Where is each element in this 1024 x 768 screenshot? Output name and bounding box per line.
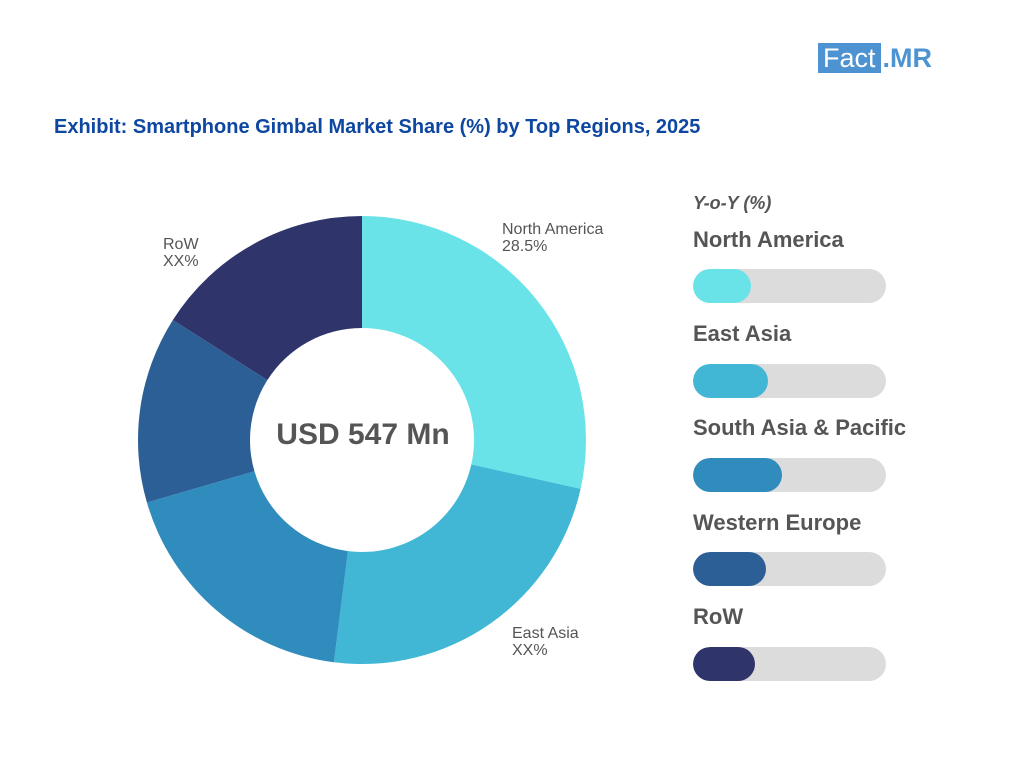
donut-slice-north-america [362, 216, 586, 489]
slice-label-value: XX% [163, 253, 199, 270]
donut-center-total: USD 547 Mn [276, 418, 450, 451]
slice-label-north-america: North America 28.5% [502, 221, 603, 255]
slice-label-name: North America [502, 221, 604, 238]
yoy-bar-fill [693, 552, 767, 586]
yoy-bar-fill [693, 458, 782, 492]
yoy-bar-track [693, 364, 886, 398]
factmr-logo: Fact .MR [818, 43, 932, 73]
chart-title: Exhibit: Smartphone Gimbal Market Share … [54, 116, 701, 138]
yoy-item-name: North America [693, 227, 844, 252]
slice-label-value: 28.5% [502, 238, 548, 255]
yoy-bar-track [693, 647, 886, 681]
yoy-bar-track [693, 269, 886, 303]
yoy-bar-fill [693, 269, 751, 303]
yoy-item-north-america: North America [693, 227, 933, 303]
slice-label-name: East Asia [512, 625, 579, 642]
yoy-item-name: RoW [693, 604, 744, 629]
yoy-item-name: South Asia & Pacific [693, 415, 907, 440]
yoy-item-name: East Asia [693, 321, 792, 346]
donut-slice-south-asia-pacific [146, 471, 348, 663]
donut-slice-row [172, 215, 362, 380]
slice-label-row: RoW XX% [163, 236, 199, 270]
yoy-bar-fill [693, 647, 755, 681]
donut-slice-western-europe [137, 319, 268, 503]
yoy-item-western-europe: Western Europe [693, 510, 933, 586]
yoy-header: Y-o-Y (%) [693, 193, 772, 213]
yoy-item-row: RoW [693, 604, 933, 681]
yoy-item-east-asia: East Asia [693, 321, 933, 398]
yoy-bar-fill [693, 364, 769, 398]
yoy-bar-track [693, 458, 886, 492]
slice-label-value: XX% [512, 642, 548, 659]
donut-slice-east-asia [333, 464, 581, 664]
yoy-item-name: Western Europe [693, 510, 862, 535]
logo-rest-text: .MR [882, 43, 933, 73]
slice-label-name: RoW [163, 236, 199, 253]
yoy-item-south-asia-pacific: South Asia & Pacific [693, 415, 933, 492]
slice-label-east-asia: East Asia XX% [512, 625, 579, 659]
logo-box-text: Fact [818, 43, 881, 73]
yoy-bar-track [693, 552, 886, 586]
